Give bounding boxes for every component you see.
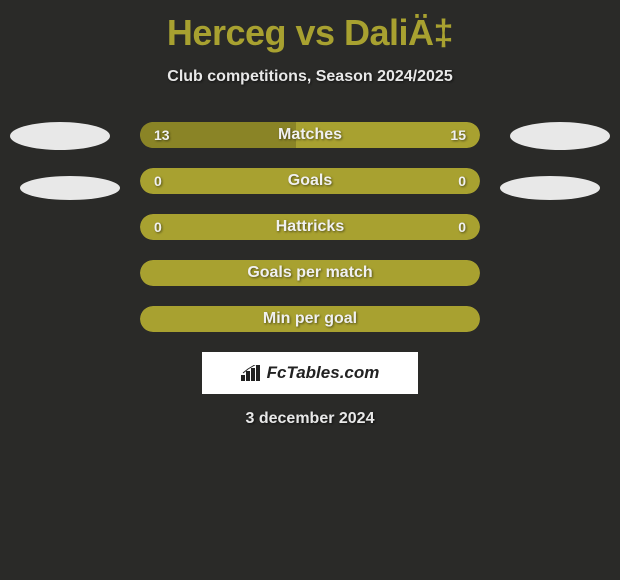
stat-value-right: 15: [450, 127, 466, 143]
date-text: 3 december 2024: [0, 410, 620, 428]
stat-label: Hattricks: [140, 218, 480, 236]
player-silhouette-left-top: [10, 122, 110, 150]
bars-icon: [241, 365, 263, 381]
stat-label: Goals: [140, 172, 480, 190]
stat-bar-goals: 0 Goals 0: [140, 168, 480, 194]
stat-bar-hattricks: 0 Hattricks 0: [140, 214, 480, 240]
stat-bar-min-per-goal: Min per goal: [140, 306, 480, 332]
stat-bar-matches: 13 Matches 15: [140, 122, 480, 148]
logo-box[interactable]: FcTables.com: [202, 352, 418, 394]
stat-label: Goals per match: [140, 264, 480, 282]
logo-text: FcTables.com: [267, 363, 380, 383]
stat-label: Min per goal: [140, 310, 480, 328]
player-silhouette-right-top: [510, 122, 610, 150]
stat-value-right: 0: [458, 219, 466, 235]
stat-value-right: 0: [458, 173, 466, 189]
page-title: Herceg vs DaliÄ‡: [0, 0, 620, 54]
stats-container: 13 Matches 15 0 Goals 0 0 Hattricks 0 Go…: [0, 122, 620, 332]
player-silhouette-right-bottom: [500, 176, 600, 200]
subtitle: Club competitions, Season 2024/2025: [0, 68, 620, 86]
stat-label: Matches: [140, 126, 480, 144]
player-silhouette-left-bottom: [20, 176, 120, 200]
stat-bar-goals-per-match: Goals per match: [140, 260, 480, 286]
